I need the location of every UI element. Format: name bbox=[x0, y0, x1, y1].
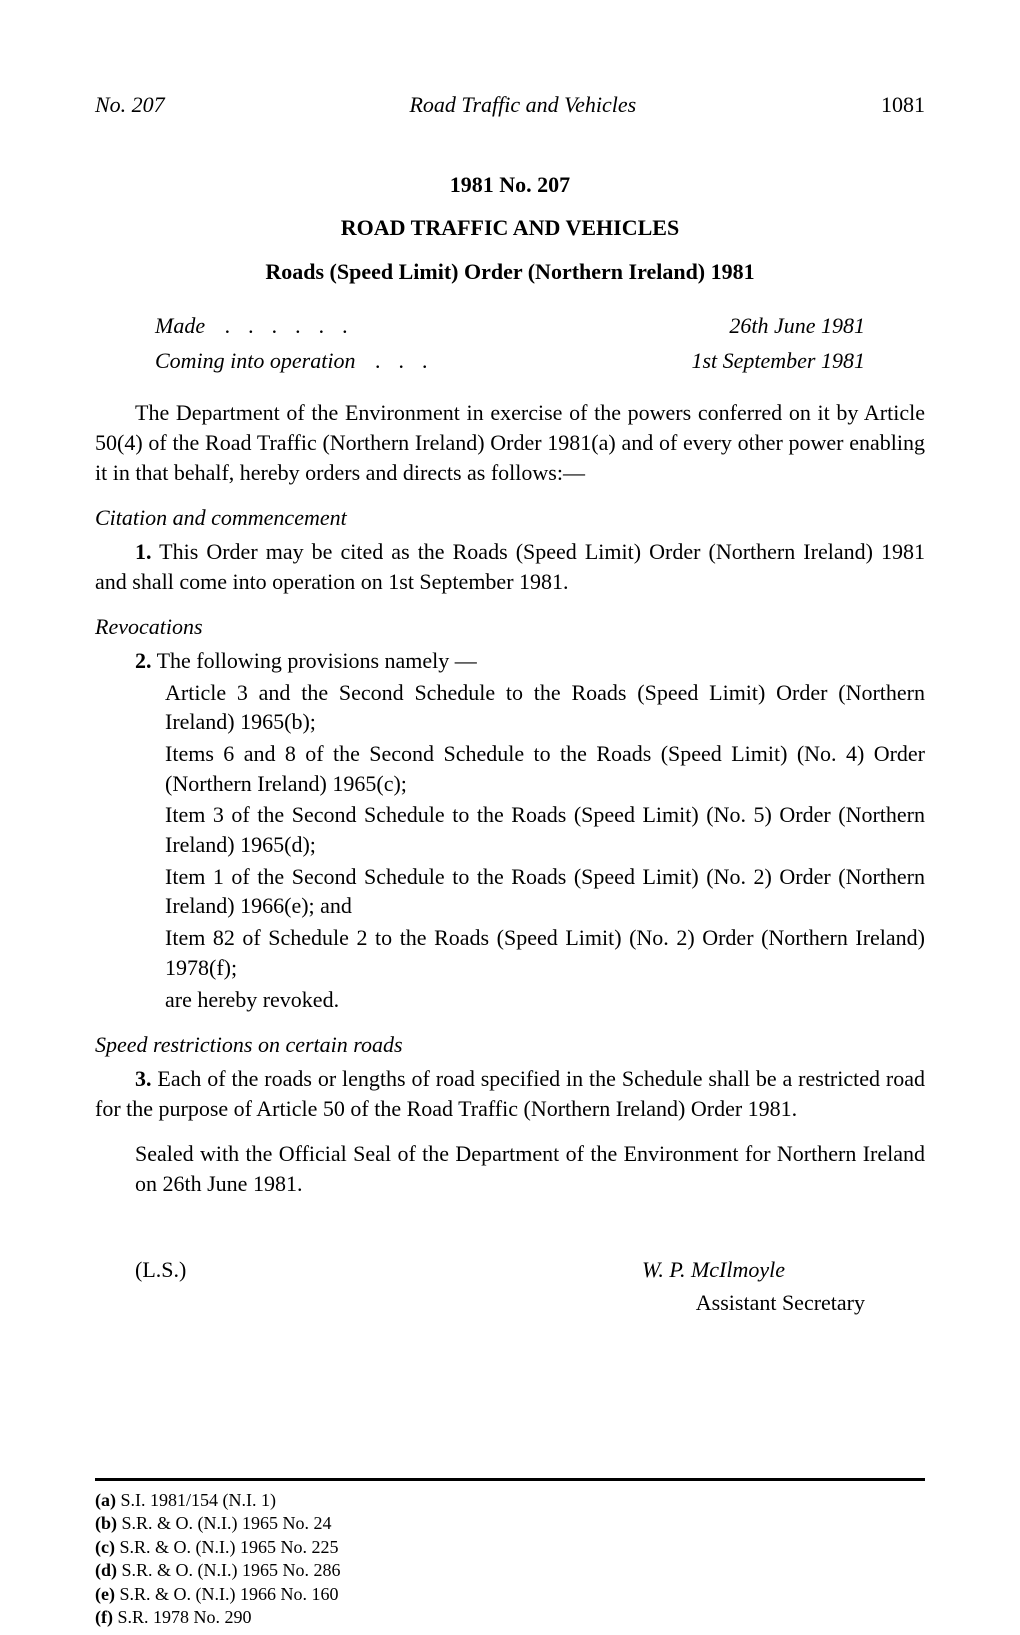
speed-paragraph: 3. Each of the roads or lengths of road … bbox=[95, 1064, 925, 1123]
footnote-item: (a) S.I. 1981/154 (N.I. 1) bbox=[95, 1489, 925, 1512]
footnote-label: (b) bbox=[95, 1513, 117, 1533]
footnote-label: (d) bbox=[95, 1560, 117, 1580]
date-made-row: Made ...... 26th June 1981 bbox=[155, 311, 865, 341]
footnote-label: (c) bbox=[95, 1537, 115, 1557]
title-year-number: 1981 No. 207 bbox=[95, 170, 925, 200]
title-order-name: Roads (Speed Limit) Order (Northern Irel… bbox=[95, 257, 925, 287]
citation-text: This Order may be cited as the Roads (Sp… bbox=[95, 539, 925, 594]
date-made-dots: ...... bbox=[205, 311, 729, 341]
header-left: No. 207 bbox=[95, 90, 165, 120]
speed-heading: Speed restrictions on certain roads bbox=[95, 1030, 925, 1060]
citation-number: 1. bbox=[135, 539, 152, 564]
footnote-item: (e) S.R. & O. (N.I.) 1966 No. 160 bbox=[95, 1583, 925, 1606]
sealed-paragraph: Sealed with the Official Seal of the Dep… bbox=[135, 1139, 925, 1198]
footnote-text: S.R. & O. (N.I.) 1965 No. 225 bbox=[115, 1537, 339, 1557]
speed-text: Each of the roads or lengths of road spe… bbox=[95, 1066, 925, 1121]
date-operation-row: Coming into operation ... 1st September … bbox=[155, 346, 865, 376]
page-header: No. 207 Road Traffic and Vehicles 1081 bbox=[95, 90, 925, 120]
footnote-text: S.R. 1978 No. 290 bbox=[113, 1607, 252, 1627]
footnote-text: S.R. & O. (N.I.) 1966 No. 160 bbox=[115, 1584, 339, 1604]
ls-marker: (L.S.) bbox=[135, 1255, 186, 1285]
revocations-list: Article 3 and the Second Schedule to the… bbox=[165, 678, 925, 1015]
preamble-paragraph: The Department of the Environment in exe… bbox=[95, 398, 925, 487]
revocation-item: are hereby revoked. bbox=[165, 985, 925, 1015]
revocation-item: Item 1 of the Second Schedule to the Roa… bbox=[165, 862, 925, 921]
footnote-label: (f) bbox=[95, 1607, 113, 1627]
footnote-label: (a) bbox=[95, 1490, 116, 1510]
dates-block: Made ...... 26th June 1981 Coming into o… bbox=[155, 311, 865, 376]
revocation-item: Item 82 of Schedule 2 to the Roads (Spee… bbox=[165, 923, 925, 982]
footnote-text: S.R. & O. (N.I.) 1965 No. 286 bbox=[117, 1560, 341, 1580]
citation-paragraph: 1. This Order may be cited as the Roads … bbox=[95, 537, 925, 596]
footnote-item: (b) S.R. & O. (N.I.) 1965 No. 24 bbox=[95, 1512, 925, 1535]
revocation-item: Items 6 and 8 of the Second Schedule to … bbox=[165, 739, 925, 798]
speed-number: 3. bbox=[135, 1066, 152, 1091]
revocations-intro-text: The following provisions namely — bbox=[152, 648, 477, 673]
footnote-item: (c) S.R. & O. (N.I.) 1965 No. 225 bbox=[95, 1536, 925, 1559]
date-made-label: Made bbox=[155, 311, 205, 341]
date-operation-label: Coming into operation bbox=[155, 346, 355, 376]
footnotes-block: (a) S.I. 1981/154 (N.I. 1) (b) S.R. & O.… bbox=[95, 1489, 925, 1629]
header-page-number: 1081 bbox=[881, 90, 925, 120]
header-center: Road Traffic and Vehicles bbox=[165, 90, 881, 120]
citation-heading: Citation and commencement bbox=[95, 503, 925, 533]
date-made-value: 26th June 1981 bbox=[729, 311, 865, 341]
revocation-item: Item 3 of the Second Schedule to the Roa… bbox=[165, 800, 925, 859]
date-operation-value: 1st September 1981 bbox=[691, 346, 865, 376]
footnote-text: S.I. 1981/154 (N.I. 1) bbox=[116, 1490, 276, 1510]
revocation-item: Article 3 and the Second Schedule to the… bbox=[165, 678, 925, 737]
footnote-item: (f) S.R. 1978 No. 290 bbox=[95, 1606, 925, 1629]
date-operation-dots: ... bbox=[355, 346, 691, 376]
signatory-name: W. P. McIlmoyle bbox=[642, 1255, 785, 1285]
footnote-text: S.R. & O. (N.I.) 1965 No. 24 bbox=[117, 1513, 332, 1533]
title-block: 1981 No. 207 ROAD TRAFFIC AND VEHICLES R… bbox=[95, 170, 925, 287]
revocations-heading: Revocations bbox=[95, 612, 925, 642]
signatory-title: Assistant Secretary bbox=[95, 1288, 865, 1318]
revocations-number: 2. bbox=[135, 648, 152, 673]
footnote-rule bbox=[95, 1478, 925, 1481]
signature-row: (L.S.) W. P. McIlmoyle bbox=[95, 1255, 925, 1285]
footnote-item: (d) S.R. & O. (N.I.) 1965 No. 286 bbox=[95, 1559, 925, 1582]
footnote-label: (e) bbox=[95, 1584, 115, 1604]
revocations-intro: 2. The following provisions namely — bbox=[95, 646, 925, 676]
title-subject: ROAD TRAFFIC AND VEHICLES bbox=[95, 213, 925, 243]
